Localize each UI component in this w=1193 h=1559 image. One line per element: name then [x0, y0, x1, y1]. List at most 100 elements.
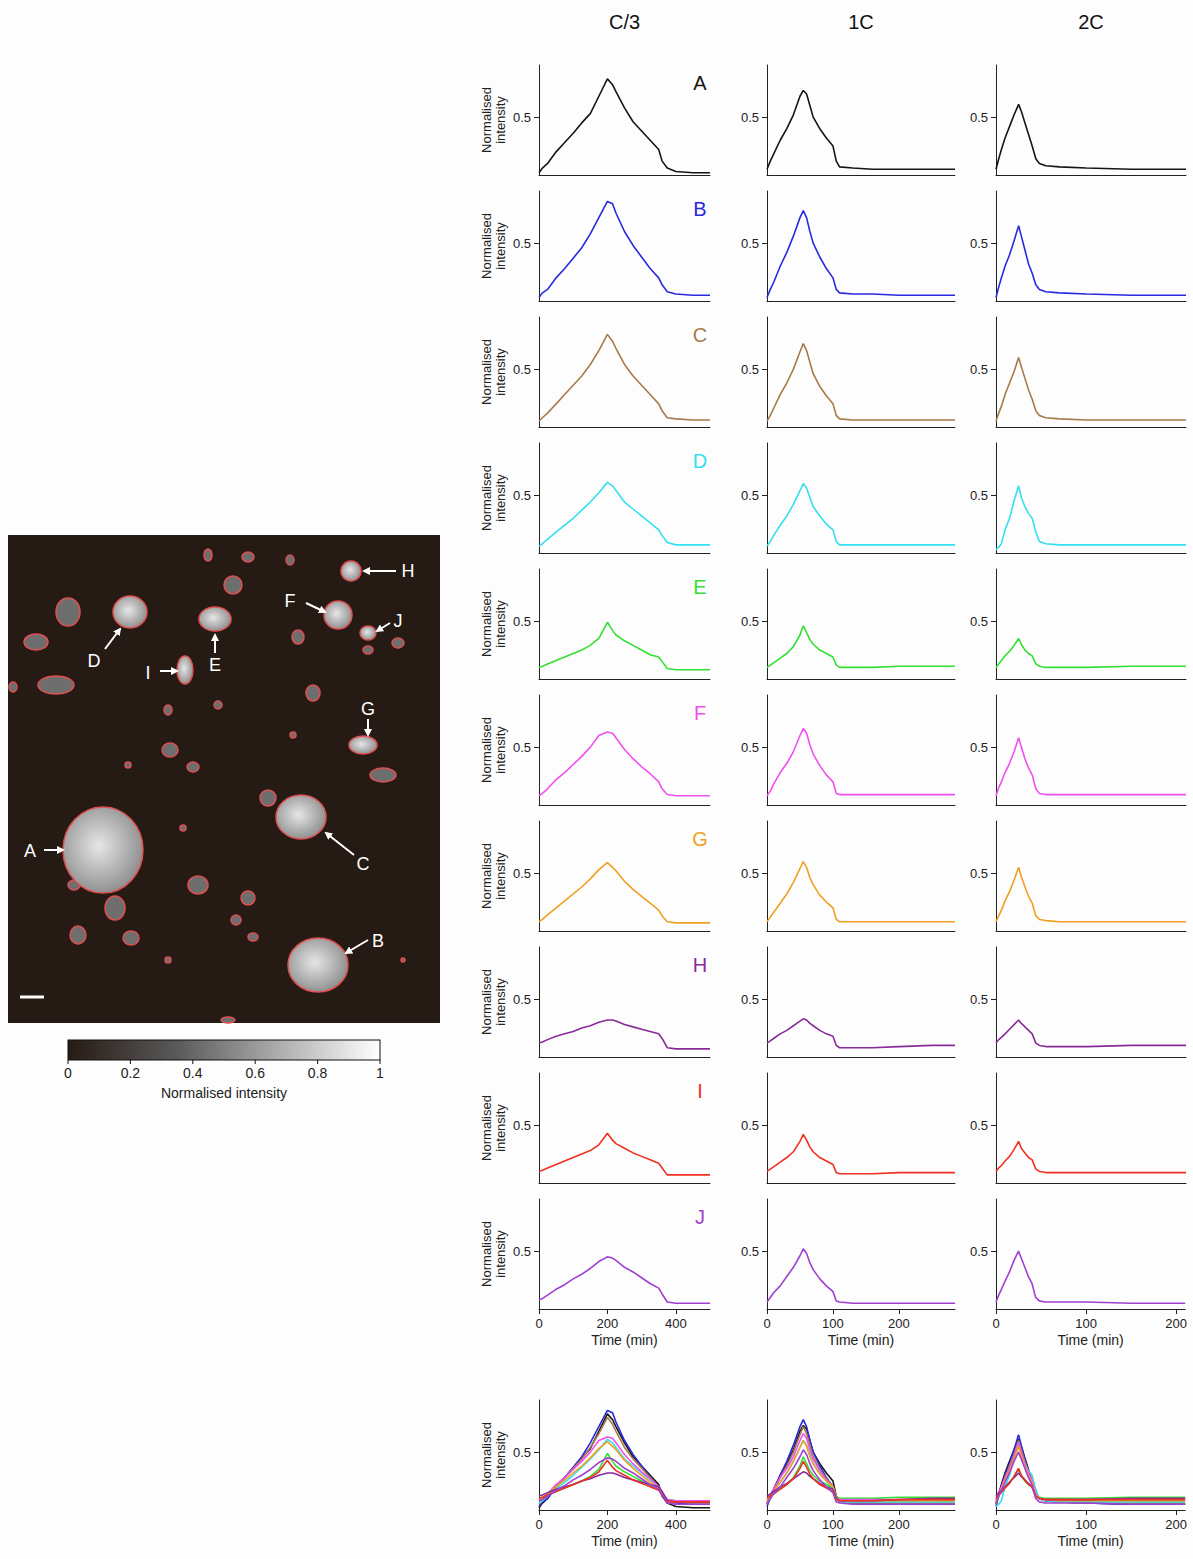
svg-text:0.5: 0.5: [513, 1244, 531, 1259]
svg-text:C: C: [357, 854, 370, 874]
svg-text:G: G: [361, 699, 375, 719]
svg-text:200: 200: [597, 1517, 619, 1532]
svg-text:Time (min): Time (min): [591, 1332, 657, 1348]
svg-text:1: 1: [376, 1065, 384, 1081]
svg-text:0: 0: [535, 1316, 542, 1331]
svg-text:200: 200: [597, 1316, 619, 1331]
svg-text:0.5: 0.5: [970, 488, 988, 503]
svg-text:A: A: [24, 841, 36, 861]
svg-text:E: E: [693, 576, 706, 598]
svg-text:0.5: 0.5: [741, 362, 759, 377]
svg-text:G: G: [692, 828, 708, 850]
svg-text:0.5: 0.5: [970, 236, 988, 251]
svg-text:0.5: 0.5: [513, 1118, 531, 1133]
svg-text:200: 200: [888, 1316, 910, 1331]
svg-text:intensity: intensity: [493, 348, 508, 396]
svg-text:0.5: 0.5: [741, 992, 759, 1007]
svg-text:0.5: 0.5: [970, 110, 988, 125]
svg-text:0.8: 0.8: [308, 1065, 328, 1081]
svg-text:Time (min): Time (min): [828, 1332, 894, 1348]
svg-text:Time (min): Time (min): [591, 1533, 657, 1549]
svg-text:0.6: 0.6: [245, 1065, 265, 1081]
svg-text:1C: 1C: [848, 11, 874, 33]
svg-text:0.5: 0.5: [513, 992, 531, 1007]
svg-text:0: 0: [535, 1517, 542, 1532]
svg-text:0.5: 0.5: [513, 1445, 531, 1460]
svg-text:intensity: intensity: [493, 852, 508, 900]
svg-text:0.4: 0.4: [183, 1065, 203, 1081]
svg-text:I: I: [145, 663, 150, 683]
svg-text:Normalised: Normalised: [479, 591, 494, 657]
svg-text:100: 100: [822, 1316, 844, 1331]
svg-text:Time (min): Time (min): [828, 1533, 894, 1549]
svg-text:0.5: 0.5: [513, 866, 531, 881]
svg-text:H: H: [693, 954, 707, 976]
svg-text:C/3: C/3: [609, 11, 640, 33]
svg-text:intensity: intensity: [493, 978, 508, 1026]
svg-text:200: 200: [888, 1517, 910, 1532]
svg-text:0.5: 0.5: [970, 740, 988, 755]
svg-text:intensity: intensity: [493, 726, 508, 774]
svg-text:0.5: 0.5: [513, 488, 531, 503]
svg-text:0.5: 0.5: [970, 1118, 988, 1133]
svg-text:0.5: 0.5: [741, 110, 759, 125]
svg-text:0.5: 0.5: [741, 488, 759, 503]
svg-text:0.5: 0.5: [513, 236, 531, 251]
svg-text:B: B: [693, 198, 706, 220]
svg-text:Normalised: Normalised: [479, 1422, 494, 1488]
svg-text:0.5: 0.5: [741, 614, 759, 629]
svg-text:Normalised: Normalised: [479, 465, 494, 531]
svg-text:0.5: 0.5: [741, 740, 759, 755]
svg-text:0.5: 0.5: [970, 866, 988, 881]
svg-text:0.2: 0.2: [121, 1065, 141, 1081]
svg-text:0.5: 0.5: [970, 992, 988, 1007]
svg-text:400: 400: [665, 1316, 687, 1331]
svg-text:0: 0: [64, 1065, 72, 1081]
svg-text:intensity: intensity: [493, 600, 508, 648]
svg-text:intensity: intensity: [493, 222, 508, 270]
svg-text:A: A: [693, 72, 707, 94]
svg-text:100: 100: [822, 1517, 844, 1532]
svg-text:0: 0: [763, 1316, 770, 1331]
svg-text:Time (min): Time (min): [1057, 1533, 1123, 1549]
svg-text:0.5: 0.5: [741, 866, 759, 881]
svg-text:Normalised: Normalised: [479, 843, 494, 909]
svg-text:D: D: [88, 651, 101, 671]
svg-text:J: J: [394, 611, 403, 631]
svg-text:0.5: 0.5: [970, 1445, 988, 1460]
svg-text:J: J: [695, 1206, 705, 1228]
svg-text:0.5: 0.5: [513, 740, 531, 755]
svg-text:100: 100: [1075, 1517, 1097, 1532]
svg-text:B: B: [372, 931, 384, 951]
svg-text:0.5: 0.5: [970, 1244, 988, 1259]
svg-text:intensity: intensity: [493, 1431, 508, 1479]
svg-text:intensity: intensity: [493, 474, 508, 522]
svg-text:0.5: 0.5: [741, 1244, 759, 1259]
svg-text:2C: 2C: [1078, 11, 1104, 33]
svg-text:0: 0: [763, 1517, 770, 1532]
svg-text:I: I: [697, 1080, 703, 1102]
svg-text:intensity: intensity: [493, 1230, 508, 1278]
svg-text:Normalised: Normalised: [479, 1221, 494, 1287]
svg-text:Normalised: Normalised: [479, 87, 494, 153]
svg-text:100: 100: [1075, 1316, 1097, 1331]
svg-text:Normalised: Normalised: [479, 339, 494, 405]
svg-text:H: H: [402, 561, 415, 581]
svg-text:C: C: [693, 324, 707, 346]
svg-text:0.5: 0.5: [970, 362, 988, 377]
svg-text:400: 400: [665, 1517, 687, 1532]
svg-text:Time (min): Time (min): [1057, 1332, 1123, 1348]
svg-text:E: E: [209, 655, 221, 675]
svg-text:0: 0: [992, 1316, 999, 1331]
svg-text:0.5: 0.5: [513, 614, 531, 629]
svg-text:0.5: 0.5: [741, 1118, 759, 1133]
svg-text:intensity: intensity: [493, 96, 508, 144]
svg-text:Normalised: Normalised: [479, 969, 494, 1035]
svg-text:0.5: 0.5: [741, 1445, 759, 1460]
svg-text:0.5: 0.5: [513, 110, 531, 125]
svg-text:0.5: 0.5: [741, 236, 759, 251]
svg-text:200: 200: [1165, 1316, 1187, 1331]
svg-text:D: D: [693, 450, 707, 472]
svg-text:0: 0: [992, 1517, 999, 1532]
svg-text:Normalised: Normalised: [479, 213, 494, 279]
